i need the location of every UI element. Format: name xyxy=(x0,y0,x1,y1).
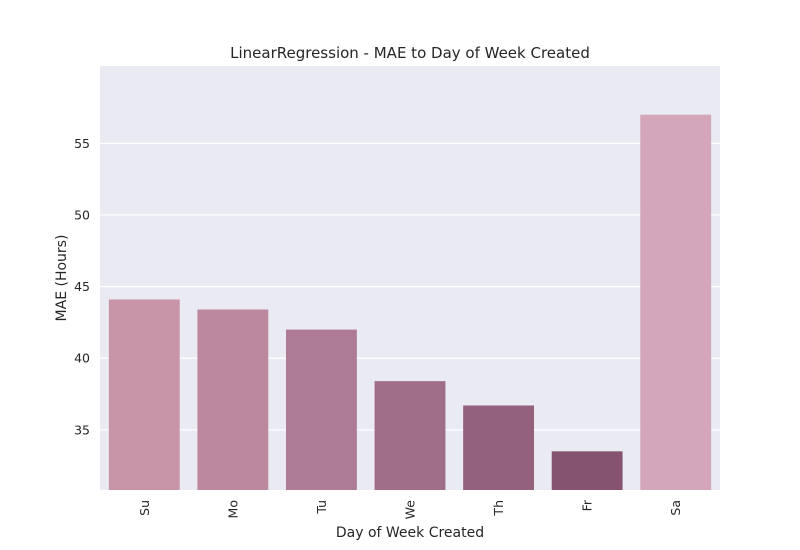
x-tick-label-tu: Tu xyxy=(314,500,329,515)
bar-fr xyxy=(551,451,623,490)
x-axis-label: Day of Week Created xyxy=(336,525,484,541)
x-tick-labels: Su Mo Tu We Th Fr Sa xyxy=(137,499,683,519)
y-tick-label: 50 xyxy=(74,207,90,222)
x-tick-label-th: Th xyxy=(491,500,506,517)
chart-title: LinearRegression - MAE to Day of Week Cr… xyxy=(230,44,590,62)
x-tick-label-we: We xyxy=(403,500,418,520)
bars xyxy=(108,114,712,491)
bar-mo xyxy=(197,309,269,490)
bar-th xyxy=(463,405,534,490)
bar-we xyxy=(374,381,446,490)
y-axis-label: MAE (Hours) xyxy=(54,235,70,322)
bar-sa xyxy=(640,114,712,491)
x-tick-label-su: Su xyxy=(137,500,152,516)
x-tick-label-fr: Fr xyxy=(580,499,595,511)
y-tick-label: 40 xyxy=(74,351,90,366)
x-tick-label-sa: Sa xyxy=(668,500,683,516)
y-tick-label: 45 xyxy=(74,279,90,294)
bar-su xyxy=(108,299,180,490)
y-tick-label: 35 xyxy=(74,422,90,437)
y-tick-label: 55 xyxy=(74,136,90,151)
x-tick-label-mo: Mo xyxy=(225,500,240,518)
y-tick-labels: 35 40 45 50 55 xyxy=(74,136,90,437)
bar-tu xyxy=(286,329,357,490)
